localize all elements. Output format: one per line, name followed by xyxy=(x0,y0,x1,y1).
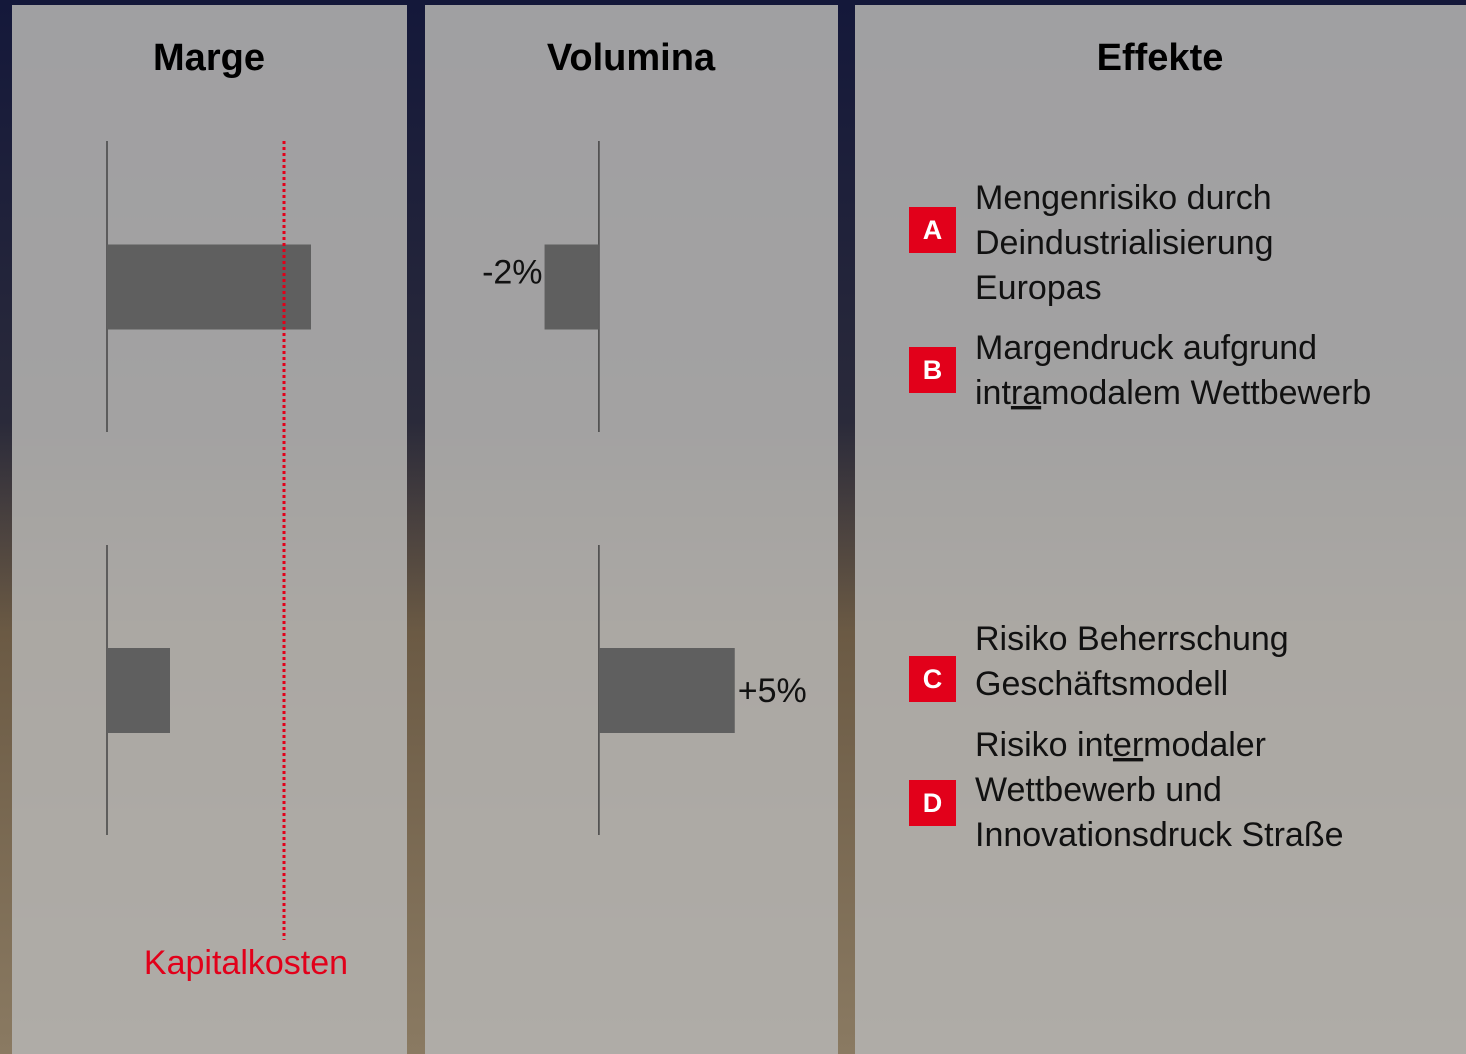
letter: D xyxy=(923,788,943,818)
effect-text: Wettbewerb und xyxy=(975,771,1222,809)
effect-text: Risiko Beherrschung xyxy=(975,620,1289,658)
text-part: Europas xyxy=(975,269,1102,307)
bar xyxy=(107,648,170,733)
effect-text: Geschäftsmodell xyxy=(975,665,1228,703)
bar xyxy=(545,245,599,330)
text-part: Innovationsdruck Straße xyxy=(975,816,1344,854)
panel xyxy=(855,5,1466,1054)
bar xyxy=(599,648,735,733)
text-part: Mengenrisiko durch xyxy=(975,179,1272,217)
effect-text: Deindustrialisierung xyxy=(975,224,1274,262)
text-part: Risiko Beherrschung xyxy=(975,620,1289,658)
chart-title: Volumina xyxy=(547,37,716,79)
text-part: Wettbewerb und xyxy=(975,771,1222,809)
text-part: Deindustrialisierung xyxy=(975,224,1274,262)
effect-text: Europas xyxy=(975,269,1102,307)
underlined-part: er xyxy=(1113,726,1143,764)
text-part: modalem Wettbewerb xyxy=(1041,374,1371,412)
text-part: Margendruck aufgrund xyxy=(975,329,1317,367)
text-part: modaler xyxy=(1143,726,1266,764)
underlined-part: ra xyxy=(1011,374,1041,412)
text-part: Risiko int xyxy=(975,726,1113,764)
value-label: +5% xyxy=(738,672,807,710)
letter: B xyxy=(923,355,943,385)
effect-text: intramodalem Wettbewerb xyxy=(975,374,1371,412)
panel-title: Effekte xyxy=(1097,37,1224,79)
letter: A xyxy=(923,215,943,245)
effect-text: Innovationsdruck Straße xyxy=(975,816,1344,854)
text-part: Geschäftsmodell xyxy=(975,665,1228,703)
panel xyxy=(12,5,407,1054)
chart-title: Marge xyxy=(153,37,265,79)
effect-text: Margendruck aufgrund xyxy=(975,329,1317,367)
panel xyxy=(425,5,838,1054)
effect-text: Risiko intermodaler xyxy=(975,726,1266,764)
effect-text: Mengenrisiko durch xyxy=(975,179,1272,217)
value-label: -2% xyxy=(482,253,542,291)
text-part: int xyxy=(975,374,1011,412)
bar xyxy=(107,245,311,330)
slide: Marge Volumina Effekte Kapitalkosten -2% +… xyxy=(0,0,1466,1054)
letter: C xyxy=(923,664,943,694)
reference-label: Kapitalkosten xyxy=(144,944,348,982)
